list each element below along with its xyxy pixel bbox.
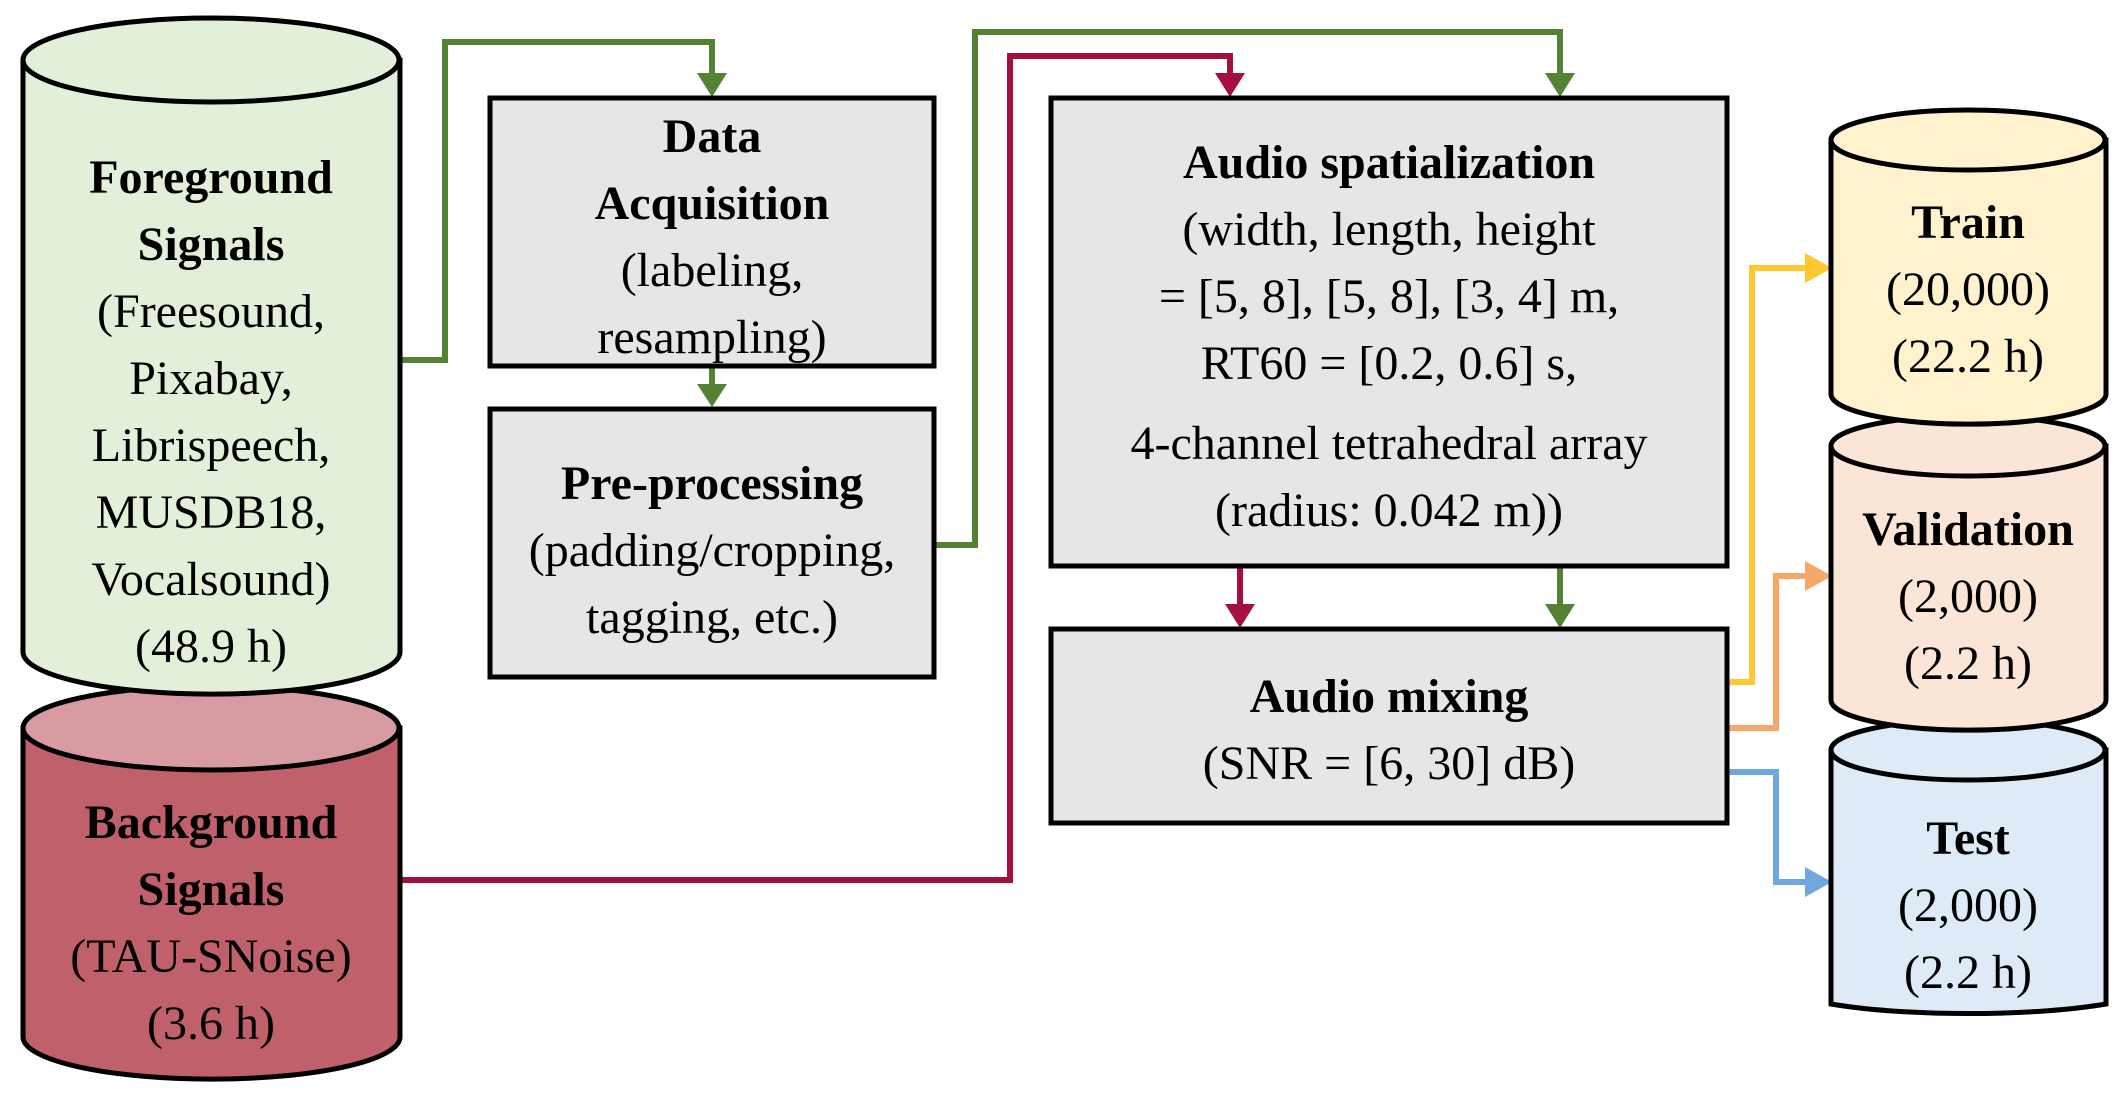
audio-spatialization-rect: [1048, 95, 1730, 569]
mixing-detail: (SNR = [6, 30] dB): [1203, 737, 1575, 790]
preprocessing-box: Pre-processing (padding/cropping, taggin…: [487, 406, 937, 680]
arrowhead-test: [1805, 867, 1832, 897]
test-count: (2,000): [1898, 879, 2038, 932]
arrowhead-mixing-red: [1225, 604, 1255, 628]
validation-title: Validation: [1862, 503, 2074, 556]
arrow-preprocessing-to-spatialization: [935, 29, 1563, 548]
foreground-cylinder-top: [20, 15, 402, 105]
train-cylinder-top: [1828, 107, 2108, 173]
preprocessing-detail-line1: (padding/cropping,: [529, 524, 896, 577]
data-acquisition-box: Data Acquisition (labeling, resampling): [487, 95, 937, 369]
mixing-title: Audio mixing: [1250, 670, 1529, 723]
spatialization-line-2: = [5, 8], [5, 8], [3, 4] m,: [1159, 270, 1619, 323]
preprocessing-detail-line2: tagging, etc.): [586, 591, 838, 644]
foreground-source-1: (Freesound,: [97, 285, 325, 338]
acquisition-detail-line2: resampling): [597, 311, 826, 364]
train-title: Train: [1911, 196, 2025, 249]
foreground-source-2: Pixabay,: [129, 352, 293, 405]
arrow-mixing-to-test: [1727, 769, 1810, 885]
acquisition-detail-line1: (labeling,: [621, 244, 804, 297]
audio-mixing-box: Audio mixing (SNR = [6, 30] dB): [1048, 626, 1730, 826]
acquisition-title-line1: Data: [663, 110, 762, 163]
arrow-mixing-to-validation: [1727, 573, 1810, 731]
foreground-title-line1: Foreground: [89, 151, 333, 204]
foreground-duration: (48.9 h): [135, 620, 287, 673]
validation-cylinder-body: [1828, 443, 2109, 733]
arrowhead-spatialization-red: [1215, 73, 1245, 97]
test-title: Test: [1926, 812, 2010, 865]
audio-mixing-rect: [1048, 626, 1730, 826]
background-cylinder-top: [20, 683, 402, 773]
spatialization-line-5: (radius: 0.042 m)): [1215, 484, 1563, 537]
background-duration: (3.6 h): [147, 997, 275, 1050]
train-count: (20,000): [1886, 263, 2050, 316]
background-title-line1: Background: [85, 796, 338, 849]
foreground-signals-cylinder: Foreground Signals (Freesound, Pixabay, …: [20, 15, 403, 697]
background-cylinder-body: [20, 725, 403, 1082]
train-cylinder-body: [1828, 137, 2109, 427]
audio-spatialization-box: Audio spatialization (width, length, hei…: [1048, 95, 1730, 569]
background-signals-cylinder: Background Signals (TAU-SNoise) (3.6 h): [20, 683, 403, 1082]
preprocessing-rect: [487, 406, 937, 680]
validation-count: (2,000): [1898, 570, 2038, 623]
background-title-line2: Signals: [138, 863, 285, 916]
arrowhead-acquisition: [697, 73, 727, 97]
foreground-source-4: MUSDB18,: [96, 486, 327, 539]
arrowhead-train: [1805, 253, 1832, 283]
validation-duration: (2.2 h): [1904, 637, 2032, 690]
foreground-title-line2: Signals: [138, 218, 285, 271]
spatialization-line-1: (width, length, height: [1182, 203, 1596, 256]
acquisition-title-line2: Acquisition: [595, 177, 830, 230]
background-source: (TAU-SNoise): [70, 930, 351, 983]
connectors: [400, 29, 1832, 897]
spatialization-line-4: 4-channel tetrahedral array: [1130, 417, 1647, 470]
arrowhead-validation: [1805, 561, 1832, 591]
arrow-mixing-to-train: [1727, 265, 1810, 685]
arrowhead-preprocessing: [697, 384, 727, 407]
data-acquisition-rect: [487, 95, 937, 369]
test-cylinder-body: [1828, 747, 2109, 1017]
foreground-source-3: Librispeech,: [92, 419, 331, 472]
test-cylinder: Test (2,000) (2.2 h): [1828, 717, 2109, 1017]
spatialization-line-3: RT60 = [0.2, 0.6] s,: [1201, 337, 1577, 390]
arrowhead-spatialization-green: [1545, 73, 1575, 97]
test-duration: (2.2 h): [1904, 946, 2032, 999]
foreground-source-5: Vocalsound): [91, 553, 330, 606]
validation-cylinder: Validation (2,000) (2.2 h): [1828, 413, 2109, 733]
arrow-foreground-to-acquisition: [400, 39, 715, 363]
foreground-cylinder-body: [20, 57, 403, 697]
train-duration: (22.2 h): [1892, 330, 2044, 383]
arrowhead-mixing-green: [1545, 604, 1575, 628]
arrow-background-to-spatialization: [400, 53, 1233, 883]
train-cylinder: Train (20,000) (22.2 h): [1828, 107, 2109, 427]
preprocessing-title: Pre-processing: [561, 457, 863, 510]
spatialization-title: Audio spatialization: [1183, 136, 1595, 189]
